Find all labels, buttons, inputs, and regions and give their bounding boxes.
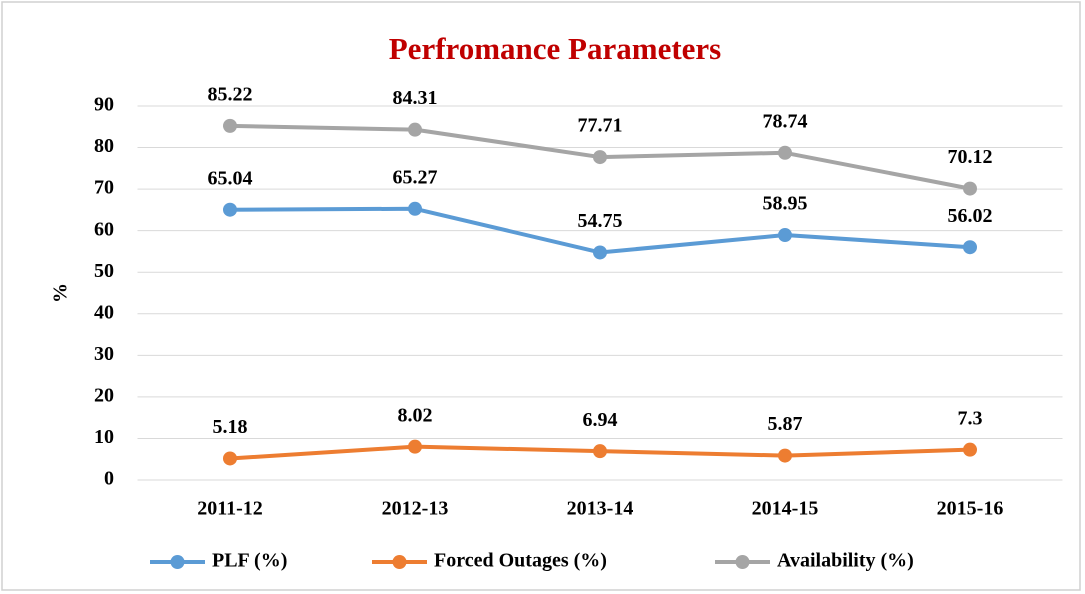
- data-point: [963, 442, 977, 457]
- data-label: 8.02: [398, 404, 433, 426]
- data-label: 7.3: [958, 407, 983, 429]
- y-tick-label: 0: [104, 468, 114, 490]
- x-tick-label: 2015-16: [937, 498, 1004, 520]
- data-label: 6.94: [583, 409, 618, 431]
- legend-marker: [170, 555, 185, 569]
- y-axis-label: %: [50, 283, 72, 303]
- x-tick-label: 2011-12: [197, 498, 263, 520]
- y-tick-label: 30: [94, 343, 114, 365]
- data-label: 70.12: [948, 146, 993, 168]
- data-point: [223, 202, 237, 217]
- legend-marker: [392, 555, 407, 569]
- data-point: [223, 118, 237, 133]
- y-tick-label: 60: [94, 218, 114, 240]
- data-point: [223, 451, 237, 466]
- data-point: [408, 122, 422, 137]
- y-tick-label: 20: [94, 384, 114, 406]
- x-tick-label: 2013-14: [567, 498, 634, 520]
- data-label: 78.74: [763, 110, 808, 132]
- chart-title: Perfromance Parameters: [389, 31, 722, 66]
- data-label: 56.02: [948, 205, 993, 227]
- y-tick-label: 70: [94, 177, 114, 199]
- data-point: [963, 181, 977, 196]
- data-label: 54.75: [578, 210, 623, 232]
- legend-marker: [735, 555, 750, 569]
- data-label: 85.22: [208, 83, 253, 105]
- data-label: 5.18: [213, 416, 248, 438]
- data-point: [593, 245, 607, 260]
- data-point: [593, 150, 607, 165]
- data-point: [963, 240, 977, 255]
- data-label: 65.04: [208, 167, 253, 189]
- y-tick-label: 40: [94, 301, 114, 323]
- legend-label: Availability (%): [777, 550, 914, 572]
- data-point: [778, 228, 792, 243]
- data-label: 77.71: [578, 115, 623, 137]
- data-label: 5.87: [768, 413, 803, 435]
- y-tick-label: 90: [94, 94, 114, 116]
- data-point: [593, 444, 607, 459]
- legend-label: Forced Outages (%): [434, 550, 607, 572]
- y-tick-label: 10: [94, 426, 114, 448]
- data-label: 84.31: [393, 87, 438, 109]
- y-tick-label: 80: [94, 135, 114, 157]
- legend-label: PLF (%): [212, 550, 287, 572]
- data-point: [778, 448, 792, 463]
- x-tick-label: 2012-13: [382, 498, 449, 520]
- data-point: [778, 145, 792, 160]
- data-point: [408, 201, 422, 216]
- data-point: [408, 439, 422, 454]
- x-tick-label: 2014-15: [752, 498, 819, 520]
- data-label: 58.95: [763, 193, 808, 215]
- y-tick-label: 50: [94, 260, 114, 282]
- data-label: 65.27: [393, 166, 438, 188]
